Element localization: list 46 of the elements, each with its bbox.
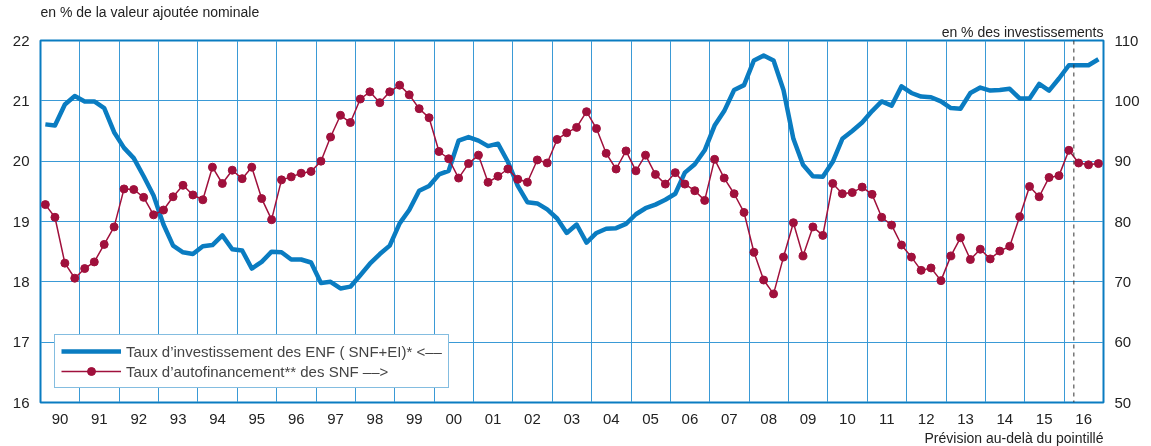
x-tick-label: 14 [996, 409, 1014, 427]
x-tick-label: 02 [524, 409, 541, 427]
y-tick-label: 20 [12, 152, 30, 170]
y2-tick-label: 110 [1114, 31, 1139, 49]
x-tick-label: 11 [878, 409, 895, 427]
y2-axis-title: en % des investissements [941, 23, 1104, 40]
x-tick-label: 06 [681, 409, 699, 427]
x-tick-label: 91 [91, 409, 108, 427]
x-tick-label: 09 [799, 409, 817, 427]
text: Prévision au-delà du pointillé [924, 429, 1104, 446]
x-tick-label: 04 [602, 409, 620, 427]
legend-label: Taux d’autofinancement** des SNF ––> [126, 362, 389, 380]
y-tick-label: 21 [12, 91, 30, 109]
x-tick-label: 99 [405, 409, 423, 427]
x-tick-label: 05 [642, 409, 659, 427]
y2-tick-label: 90 [1114, 152, 1132, 170]
y2-tick-label: 80 [1114, 212, 1132, 230]
x-tick-label: 94 [209, 409, 226, 427]
y2-tick-label: 70 [1114, 272, 1132, 290]
x-tick-label: 92 [130, 409, 148, 427]
x-tick-label: 97 [327, 409, 344, 427]
x-tick-label: 03 [563, 409, 581, 427]
y-axis-title: en % de la valeur ajoutée nominale [40, 3, 260, 20]
x-tick-label: 15 [1035, 409, 1053, 427]
y-tick-label: 17 [12, 333, 30, 351]
x-tick-label: 16 [1075, 409, 1093, 427]
y-tick-label: 19 [12, 212, 30, 230]
y2-tick-label: 100 [1114, 91, 1140, 109]
x-tick-label: 01 [484, 409, 502, 427]
x-tick-label: 98 [366, 409, 384, 427]
x-tick-label: 08 [760, 409, 778, 427]
x-tick-label: 07 [720, 409, 738, 427]
x-tick-label: 90 [51, 409, 69, 427]
y-tick-label: 22 [12, 31, 30, 49]
x-tick-label: 93 [169, 409, 187, 427]
y-tick-label: 18 [12, 272, 30, 290]
x-tick-label: 96 [287, 409, 305, 427]
y2-tick-label: 50 [1114, 393, 1132, 411]
x-tick-label: 10 [839, 409, 856, 427]
x-tick-label: 95 [248, 409, 266, 427]
x-tick-label: 13 [957, 409, 974, 427]
x-tick-label: 00 [445, 409, 463, 427]
legend-label: Taux d’investissement des ENF ( SNF+EI)* <–– [126, 342, 442, 360]
x-tick-label: 12 [917, 409, 935, 427]
y-tick-label: 16 [12, 393, 30, 411]
y2-tick-label: 60 [1114, 333, 1132, 351]
